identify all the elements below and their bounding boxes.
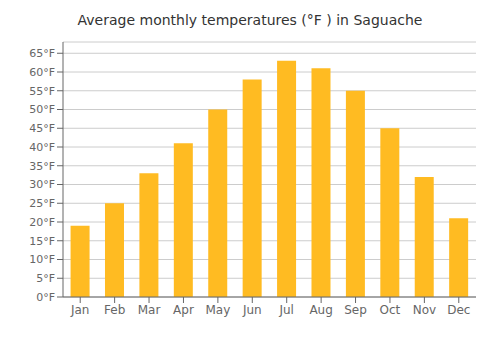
svg-text:Jun: Jun [242,303,262,317]
svg-text:Feb: Feb [104,303,125,317]
svg-text:0°F: 0°F [36,291,55,304]
svg-text:25°F: 25°F [29,197,55,210]
html-text:Average monthly temperatures (: Average monthly temperatures (°F ) in Sa… [77,12,423,28]
svg-text:45°F: 45°F [29,122,55,135]
svg-text:30°F: 30°F [29,178,55,191]
svg-text:Jan: Jan [70,303,90,317]
svg-text:May: May [205,303,230,317]
svg-text:Nov: Nov [413,303,436,317]
svg-text:Oct: Oct [380,303,401,317]
svg-text:55°F: 55°F [29,85,55,98]
svg-text:60°F: 60°F [29,66,55,79]
svg-text:Sep: Sep [344,303,367,317]
svg-text:40°F: 40°F [29,141,55,154]
svg-text:Mar: Mar [138,303,161,317]
svg-text:15°F: 15°F [29,235,55,248]
svg-text:Apr: Apr [173,303,194,317]
svg-text:65°F: 65°F [29,47,55,60]
svg-text:20°F: 20°F [29,216,55,229]
svg-text:5°F: 5°F [36,272,55,285]
svg-text:Aug: Aug [309,303,332,317]
svg-text:Jul: Jul [278,303,293,317]
svg-text:10°F: 10°F [29,253,55,266]
svg-text:35°F: 35°F [29,160,55,173]
svg-text:Dec: Dec [447,303,470,317]
svg-text:50°F: 50°F [29,103,55,116]
